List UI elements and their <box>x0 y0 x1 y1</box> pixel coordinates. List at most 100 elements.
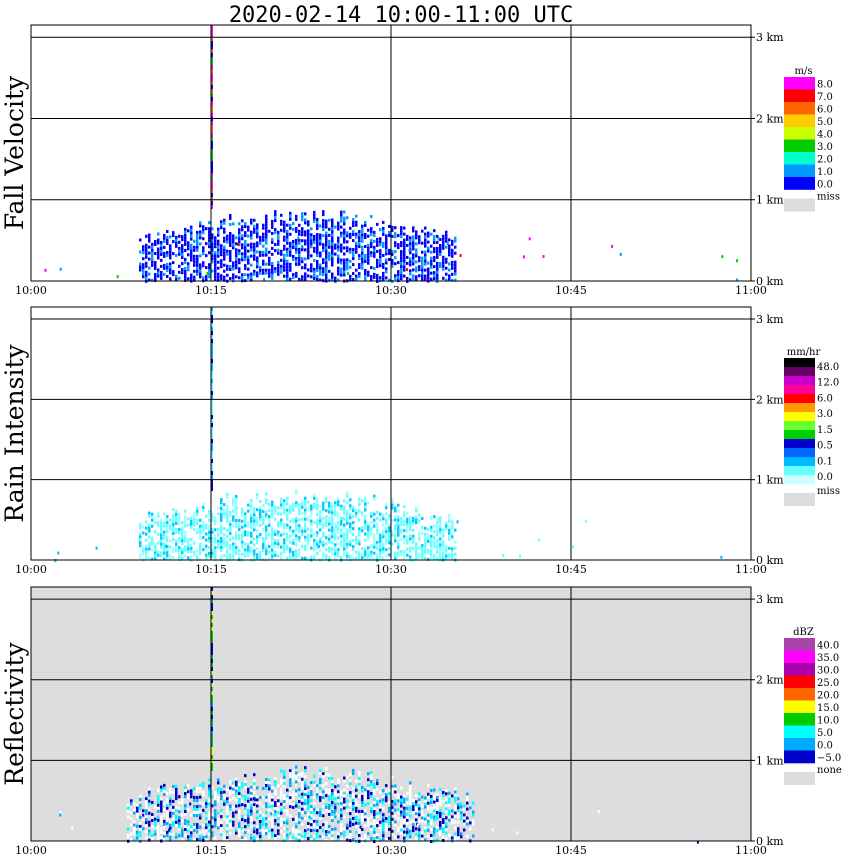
data-cell <box>403 232 406 236</box>
data-cell <box>196 257 199 261</box>
data-cell <box>217 239 220 243</box>
data-cell <box>220 513 223 516</box>
column-cell <box>211 395 213 399</box>
data-cell <box>313 544 316 548</box>
data-cell <box>142 549 145 553</box>
data-cell <box>169 256 172 260</box>
data-cell <box>403 556 406 560</box>
data-cell <box>412 805 415 809</box>
data-cell <box>136 806 139 810</box>
data-cell <box>424 532 427 536</box>
data-cell <box>430 528 433 532</box>
data-cell <box>184 792 187 795</box>
data-cell <box>385 518 388 522</box>
data-cell <box>409 805 412 809</box>
data-cell <box>433 530 436 534</box>
data-cell <box>340 522 343 526</box>
data-cell <box>331 508 334 512</box>
data-cell <box>424 796 427 800</box>
data-cell <box>187 835 190 839</box>
data-cell <box>343 806 346 810</box>
data-cell <box>451 556 454 560</box>
data-cell <box>298 809 301 813</box>
data-cell <box>235 804 238 808</box>
data-cell <box>283 238 286 242</box>
data-cell <box>277 799 280 803</box>
data-cell <box>340 213 343 217</box>
data-cell <box>403 259 406 263</box>
data-cell <box>244 819 247 823</box>
data-cell <box>235 777 238 781</box>
data-cell <box>202 790 205 794</box>
data-cell <box>142 531 145 535</box>
data-cell <box>349 812 352 816</box>
data-cell <box>358 275 361 279</box>
data-cell <box>295 525 298 529</box>
data-cell <box>187 253 190 257</box>
data-cell <box>328 251 331 255</box>
data-cell <box>283 499 286 503</box>
data-cell <box>364 824 367 828</box>
data-cell <box>253 513 256 517</box>
data-cell <box>283 502 286 506</box>
data-cell <box>283 541 286 545</box>
data-cell <box>295 250 298 254</box>
data-cell <box>250 525 253 529</box>
data-cell <box>232 545 235 549</box>
data-cell <box>298 518 301 522</box>
data-cell <box>298 836 301 840</box>
data-cell <box>355 223 358 227</box>
data-cell <box>295 274 298 278</box>
data-cell <box>295 537 298 541</box>
data-cell <box>427 807 430 811</box>
data-cell <box>214 797 217 801</box>
data-cell <box>403 812 406 816</box>
data-cell <box>364 836 367 840</box>
data-cell <box>214 794 217 798</box>
data-cell <box>295 834 298 838</box>
data-cell <box>154 276 157 279</box>
data-cell <box>349 833 352 837</box>
data-cell <box>436 270 439 274</box>
data-cell <box>364 788 367 792</box>
data-cell <box>418 546 421 550</box>
data-cell <box>157 250 160 254</box>
data-cell <box>160 551 163 555</box>
data-cell <box>235 522 238 525</box>
data-cell <box>220 540 223 543</box>
data-cell <box>355 788 358 792</box>
data-cell <box>193 825 196 829</box>
data-cell <box>385 826 388 830</box>
data-cell <box>313 246 316 250</box>
data-cell <box>145 800 148 804</box>
data-cell <box>169 557 172 561</box>
data-cell <box>265 513 268 517</box>
data-cell <box>313 541 316 545</box>
data-cell <box>340 258 343 262</box>
data-cell <box>412 229 415 233</box>
data-cell <box>214 555 217 559</box>
data-cell <box>376 540 379 544</box>
data-cell <box>325 557 328 561</box>
data-cell <box>409 832 412 836</box>
data-cell <box>364 520 367 524</box>
data-cell <box>274 529 277 533</box>
data-cell <box>358 779 361 783</box>
data-cell <box>217 527 220 531</box>
data-cell <box>361 263 364 267</box>
data-cell <box>319 272 322 276</box>
data-cell <box>208 275 211 279</box>
data-cell <box>334 794 337 798</box>
x-tick-label: 10:45 <box>555 563 587 576</box>
data-cell <box>160 797 163 801</box>
data-cell <box>370 804 373 807</box>
data-cell <box>160 554 163 558</box>
data-cell <box>202 249 205 253</box>
data-cell <box>142 525 145 529</box>
column-cell <box>211 367 213 371</box>
data-cell <box>229 792 232 796</box>
data-cell <box>379 243 382 247</box>
data-cell <box>226 809 229 813</box>
data-cell <box>391 784 394 788</box>
data-cell <box>262 271 265 275</box>
